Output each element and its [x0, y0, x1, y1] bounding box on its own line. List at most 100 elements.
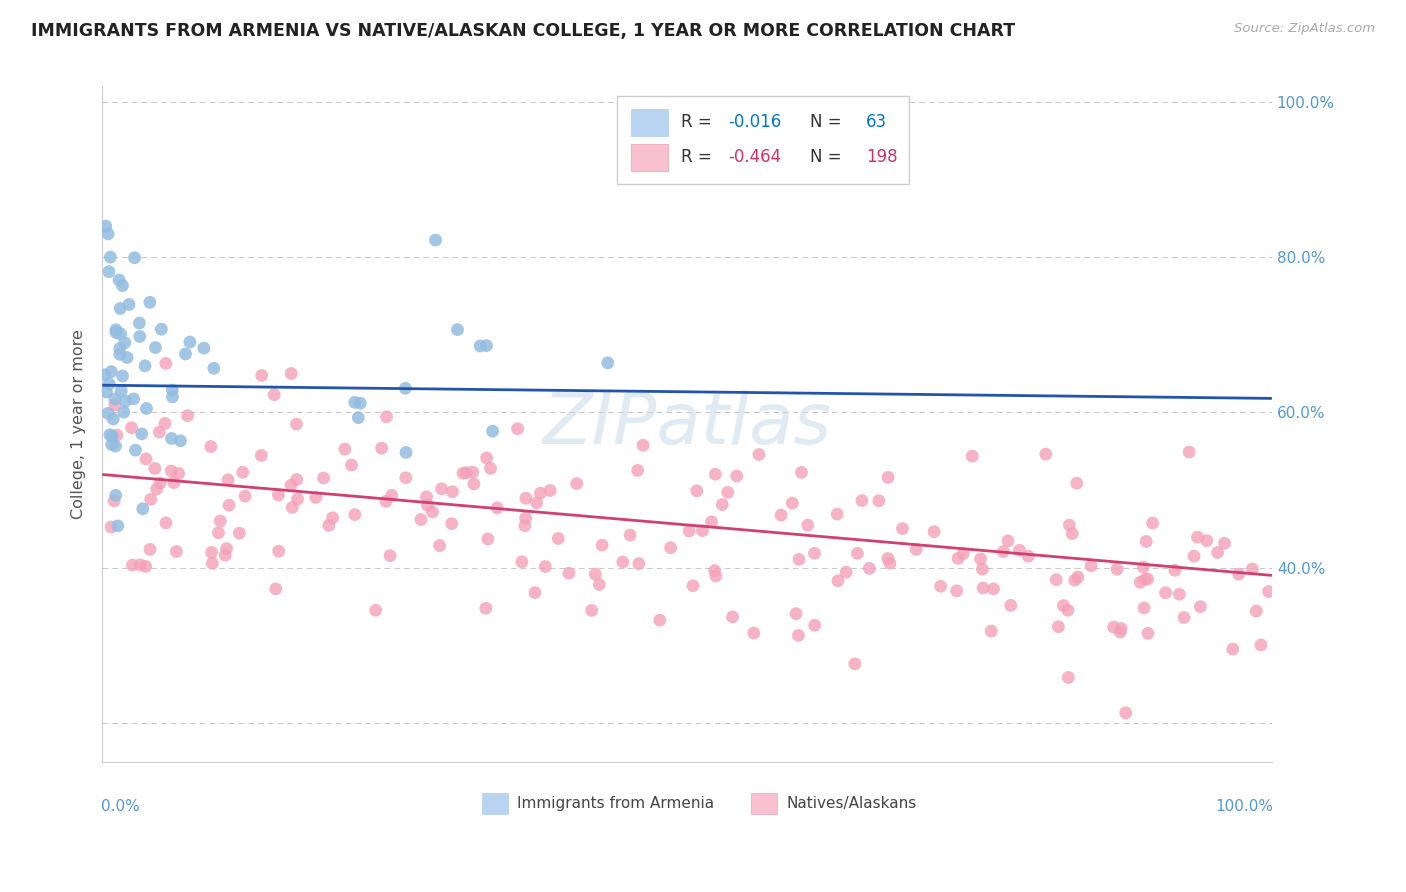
Point [534, 559, 557, 574]
Point [1109, 625, 1132, 640]
Point [218, 498, 240, 512]
Point [163, 475, 186, 490]
Point [1173, 610, 1195, 624]
Point [422, 505, 444, 519]
Point [588, 577, 610, 591]
Point [787, 552, 810, 566]
Point [93, 368, 115, 382]
Text: R =: R = [682, 113, 717, 131]
Point [395, 445, 418, 459]
Point [983, 582, 1005, 596]
Point [846, 546, 869, 560]
Point [375, 494, 398, 508]
Point [997, 533, 1019, 548]
Point [101, 429, 124, 443]
Point [176, 409, 198, 423]
Text: N =: N = [810, 113, 846, 131]
Point [415, 490, 437, 504]
Point [370, 441, 392, 455]
Point [128, 316, 150, 330]
Point [394, 381, 416, 395]
Point [441, 484, 464, 499]
Text: -0.464: -0.464 [728, 148, 782, 166]
Point [565, 476, 588, 491]
Point [114, 394, 136, 409]
Point [905, 542, 928, 557]
Text: 63: 63 [866, 113, 887, 131]
Point [250, 449, 273, 463]
Point [440, 516, 463, 531]
Point [1080, 558, 1102, 573]
Point [700, 515, 723, 529]
Point [1198, 813, 1220, 827]
Point [946, 551, 969, 566]
Point [952, 547, 974, 561]
Point [104, 398, 127, 412]
Point [94, 219, 117, 233]
Point [1178, 445, 1201, 459]
Point [169, 434, 191, 448]
Point [1102, 620, 1125, 634]
Point [107, 519, 129, 533]
Point [217, 473, 239, 487]
Point [962, 449, 984, 463]
Point [129, 558, 152, 572]
Point [381, 488, 404, 502]
Point [446, 322, 468, 336]
Point [143, 461, 166, 475]
Bar [482, 793, 508, 814]
Point [135, 401, 157, 416]
Point [1142, 516, 1164, 530]
Point [1257, 584, 1279, 599]
Point [558, 566, 581, 581]
Point [510, 555, 533, 569]
Point [150, 322, 173, 336]
Point [1182, 549, 1205, 564]
Point [742, 626, 765, 640]
Point [115, 351, 138, 365]
Point [515, 491, 537, 506]
Point [264, 582, 287, 596]
Point [104, 439, 127, 453]
Point [631, 438, 654, 452]
Point [1129, 575, 1152, 590]
Point [711, 498, 734, 512]
Point [596, 356, 619, 370]
Point [162, 390, 184, 404]
Point [461, 465, 484, 479]
Point [463, 477, 485, 491]
Bar [631, 144, 668, 170]
Point [827, 574, 849, 588]
Point [96, 384, 118, 399]
Point [686, 483, 709, 498]
Point [103, 494, 125, 508]
Point [648, 613, 671, 627]
Point [526, 496, 548, 510]
Point [451, 466, 474, 480]
Point [993, 544, 1015, 558]
Point [100, 520, 122, 534]
Point [132, 501, 155, 516]
Point [214, 548, 236, 562]
Point [803, 546, 825, 560]
Point [124, 251, 146, 265]
Point [692, 524, 714, 538]
Point [124, 443, 146, 458]
Point [1154, 585, 1177, 599]
Point [1133, 601, 1156, 615]
Point [232, 466, 254, 480]
Point [179, 334, 201, 349]
Point [1105, 562, 1128, 576]
Bar [751, 793, 778, 814]
Point [627, 463, 650, 477]
Point [1047, 620, 1070, 634]
Point [160, 464, 183, 478]
Point [790, 466, 813, 480]
Point [851, 493, 873, 508]
Point [1227, 567, 1250, 582]
Point [193, 341, 215, 355]
Point [305, 491, 328, 505]
Bar [631, 109, 668, 136]
Point [877, 470, 900, 484]
Point [1109, 622, 1132, 636]
